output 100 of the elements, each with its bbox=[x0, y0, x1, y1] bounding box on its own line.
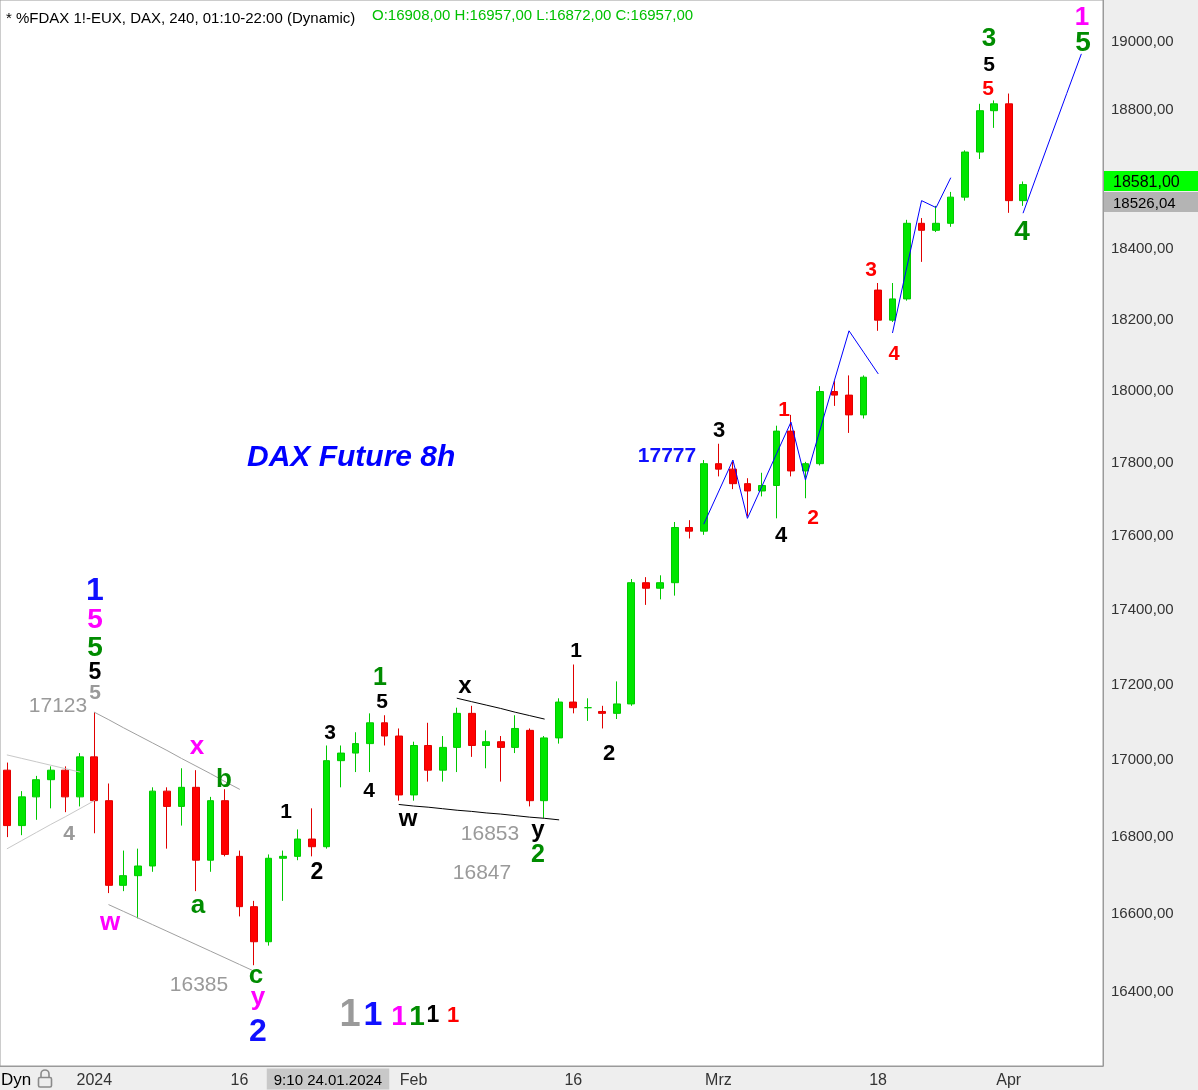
annotation: 2 bbox=[310, 858, 324, 884]
candlestick bbox=[439, 735, 447, 783]
line-series bbox=[6, 800, 95, 850]
annotation: 4 bbox=[774, 521, 788, 547]
candlestick bbox=[947, 191, 954, 228]
candlestick bbox=[1005, 93, 1013, 214]
text: Dyn bbox=[1, 1069, 32, 1089]
candlestick bbox=[744, 477, 751, 518]
candlestick bbox=[976, 103, 984, 160]
candlestick bbox=[119, 850, 127, 892]
annotation: 1 bbox=[280, 798, 293, 822]
candlestick bbox=[918, 217, 925, 263]
candlestick bbox=[3, 762, 11, 838]
x-tick-label: Mrz bbox=[705, 1070, 732, 1088]
candlestick bbox=[802, 461, 809, 499]
annotation: 3 bbox=[865, 256, 877, 280]
annotation: 1 bbox=[426, 1001, 440, 1027]
line-series bbox=[456, 697, 545, 720]
candlestick bbox=[453, 707, 461, 773]
annotation: c bbox=[248, 959, 264, 989]
candlestick bbox=[352, 731, 359, 773]
annotation: 1 bbox=[778, 396, 791, 420]
text: 18581,00 bbox=[1113, 172, 1180, 190]
text: DAX Future 8h bbox=[247, 438, 456, 472]
annotation: 4 bbox=[363, 777, 376, 801]
candlestick bbox=[265, 853, 272, 947]
candlestick bbox=[207, 796, 214, 873]
annotation: 2 bbox=[249, 1012, 267, 1048]
line-series bbox=[93, 711, 240, 790]
annotation: 17123 bbox=[28, 692, 88, 716]
candlestick bbox=[61, 765, 69, 813]
y-tick-label: 17200,00 bbox=[1111, 674, 1174, 692]
y-tick-label: 18800,00 bbox=[1111, 100, 1174, 118]
annotation: w bbox=[98, 906, 121, 936]
candlestick bbox=[250, 900, 258, 966]
text: * %FDAX 1!-EUX, DAX, 240, 01:10-22:00 (Dynamic) bbox=[6, 9, 356, 26]
x-tick-label: 16 bbox=[230, 1070, 249, 1088]
annotation: 17777 bbox=[637, 442, 697, 466]
candlestick bbox=[105, 783, 113, 894]
candlestick bbox=[1019, 181, 1027, 207]
candlestick bbox=[860, 374, 867, 419]
candlestick bbox=[787, 414, 795, 477]
y-tick-label: 17800,00 bbox=[1111, 453, 1174, 471]
candlestick bbox=[410, 741, 418, 802]
text: 9:10 24.01.2024 bbox=[273, 1070, 383, 1088]
annotation: 1 bbox=[391, 999, 407, 1031]
candlestick bbox=[482, 729, 490, 769]
annotation: 4 bbox=[63, 820, 76, 844]
line-series bbox=[1022, 53, 1082, 214]
candlestick bbox=[990, 99, 998, 129]
candlestick bbox=[555, 697, 563, 745]
candlestick bbox=[221, 788, 229, 857]
candlestick bbox=[424, 722, 432, 783]
annotation: 5 bbox=[983, 51, 996, 75]
annotation: 3 bbox=[981, 22, 997, 52]
candlestick bbox=[178, 767, 185, 827]
y-tick-label: 17400,00 bbox=[1111, 600, 1174, 618]
candlestick bbox=[308, 807, 316, 857]
candlestick bbox=[627, 578, 635, 707]
annotation: 2 bbox=[602, 739, 616, 765]
candlestick bbox=[932, 205, 940, 233]
annotation: O:16908,00 H:16957,00 L:16872,00 C:16957,00 bbox=[372, 5, 694, 23]
annotation: x bbox=[189, 730, 205, 760]
candlestick bbox=[773, 425, 780, 519]
candlestick bbox=[511, 714, 519, 754]
annotation: 16385 bbox=[169, 971, 229, 995]
line-series bbox=[703, 330, 879, 525]
annotation: 1 bbox=[570, 637, 583, 661]
annotation: 3 bbox=[324, 719, 336, 743]
annotation: 4 bbox=[888, 342, 901, 364]
annotation: 3 bbox=[712, 416, 726, 442]
annotation: 16847 bbox=[452, 859, 512, 883]
line-series bbox=[892, 177, 952, 334]
y-tick-label: 18200,00 bbox=[1111, 309, 1174, 327]
line-series bbox=[6, 754, 81, 773]
x-tick-label: 2024 bbox=[76, 1070, 113, 1088]
candlestick bbox=[598, 705, 606, 729]
candlestick bbox=[671, 521, 679, 597]
candlestick bbox=[76, 752, 84, 807]
annotation: 1 bbox=[363, 994, 383, 1032]
annotation: x bbox=[458, 670, 473, 698]
text: 18526,04 bbox=[1113, 193, 1176, 211]
candlestick bbox=[192, 769, 200, 892]
annotation: 1 bbox=[409, 999, 425, 1031]
annotation: 5 bbox=[982, 75, 995, 99]
y-tick-label: 17600,00 bbox=[1111, 526, 1174, 544]
candlestick bbox=[642, 576, 650, 606]
candlestick bbox=[526, 727, 534, 807]
candlestick bbox=[540, 735, 548, 819]
annotation: 4 bbox=[1014, 214, 1031, 246]
candlestick bbox=[497, 735, 505, 783]
candlestick bbox=[903, 219, 911, 302]
candlestick bbox=[845, 374, 853, 434]
candlestick bbox=[47, 765, 55, 809]
candlestick bbox=[323, 744, 330, 850]
annotation: w bbox=[397, 803, 418, 831]
annotation: 1 bbox=[339, 992, 361, 1034]
candlestick bbox=[279, 850, 287, 902]
annotation: b bbox=[216, 763, 232, 793]
y-tick-label: 16600,00 bbox=[1111, 904, 1174, 921]
